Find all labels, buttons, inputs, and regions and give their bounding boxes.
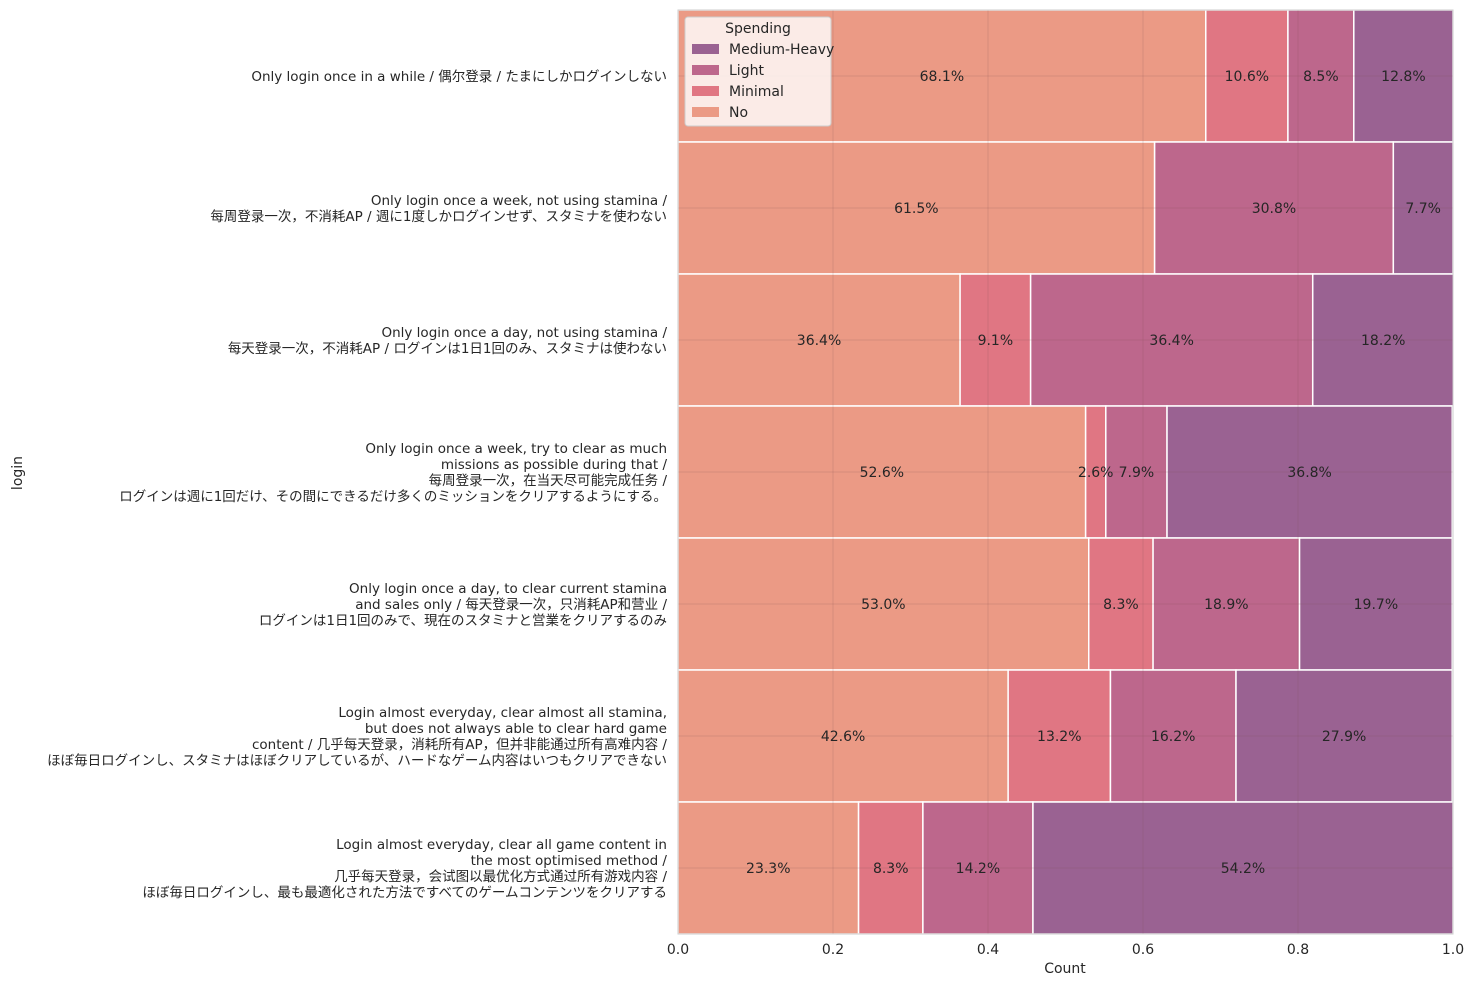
bar-segment [677, 669, 1009, 803]
legend-entry: Minimal [729, 84, 784, 100]
y-tick-label: ログインは週に1回だけ、その間にできるだけ多くのミッションをクリアするようにする… [119, 488, 667, 505]
y-tick-label: ほぼ毎日ログインし、スタミナはほぼクリアしているが、ハードなゲーム内容はいつもク… [47, 752, 667, 769]
bar-value-label: 19.7% [1354, 597, 1398, 613]
y-tick-label: Only login once a week, try to clear as … [365, 441, 667, 457]
bar-segment [677, 537, 1090, 671]
bar-segment [677, 141, 1156, 275]
bar-segment [1109, 669, 1237, 803]
bar-value-label: 8.3% [1103, 597, 1139, 613]
legend: Spending Medium-Heavy Light Minimal No [684, 16, 834, 127]
y-tick-label: Only login once in a while / 偶尔登录 / たまにし… [251, 69, 667, 85]
bar-segment [1088, 537, 1154, 671]
bar-value-label: 13.2% [1037, 729, 1081, 745]
x-axis: 0.0 0.2 0.4 0.6 0.8 1.0 [667, 942, 1464, 958]
y-axis-label: login [10, 456, 26, 490]
bar-value-label: 7.7% [1405, 201, 1441, 217]
y-tick-label: Only login once a week, not using stamin… [371, 193, 668, 209]
bar-value-label: 30.8% [1252, 201, 1296, 217]
bar-segment [677, 801, 860, 935]
y-tick-label: the most optimised method / [471, 853, 668, 869]
legend-swatch [692, 44, 719, 54]
y-tick-label: but does not always able to clear hard g… [365, 721, 667, 737]
bar-labels-layer: 68.1% 10.6% 8.5% 12.8% 61.5% 30.8% 7.7% 36.4% 9.… [746, 69, 1441, 877]
x-tick-label: 0.4 [977, 942, 999, 958]
bar-value-label: 18.2% [1361, 333, 1405, 349]
x-tick-label: 0.8 [1287, 942, 1309, 958]
x-tick-label: 0.2 [822, 942, 844, 958]
bar-value-label: 36.8% [1287, 465, 1331, 481]
legend-title: Spending [725, 21, 791, 37]
y-tick-label: ほぼ毎日ログインし、最も最適化された方法ですべてのゲームコンテンツをクリアする [142, 884, 667, 901]
bar-segment [677, 405, 1087, 539]
bar-value-label: 68.1% [920, 69, 964, 85]
legend-entry: Light [729, 63, 764, 79]
bar-value-label: 61.5% [894, 201, 938, 217]
bar-value-label: 54.2% [1221, 861, 1265, 877]
y-tick-label: 每周登录一次，不消耗AP / 週に1度しかログインせず、スタミナを使わない [210, 208, 667, 225]
y-tick-label: missions as possible during that / [441, 457, 668, 473]
bar-segment [1205, 9, 1289, 143]
legend-swatch [692, 65, 719, 75]
bar-segment [677, 273, 961, 407]
bar-value-label: 7.9% [1119, 465, 1155, 481]
bar-segment [1235, 669, 1453, 803]
x-tick-label: 1.0 [1442, 942, 1464, 958]
y-tick-label: Only login once a day, to clear current … [349, 581, 667, 597]
x-tick-label: 0.0 [667, 942, 689, 958]
legend-entry: Medium-Heavy [729, 42, 834, 58]
y-tick-label: ログインは1日1回のみで、現在のスタミナと営業をクリアするのみ [259, 613, 667, 629]
bar-segment [1153, 141, 1395, 275]
bar-value-label: 36.4% [1149, 333, 1193, 349]
bar-segment [1007, 669, 1112, 803]
x-tick-label: 0.6 [1132, 942, 1154, 958]
bar-segment [1029, 273, 1314, 407]
bar-segment [1353, 9, 1454, 143]
y-tick-label: Login almost everyday, clear all game co… [336, 837, 667, 853]
bar-value-label: 16.2% [1151, 729, 1195, 745]
legend-swatch [692, 107, 719, 117]
bar-segment [1105, 405, 1168, 539]
bar-segment [1032, 801, 1454, 935]
y-tick-label: Only login once a day, not using stamina… [381, 325, 667, 341]
y-tick-label: and sales only / 每天登录一次，只消耗AP和营业 / [355, 597, 667, 613]
bar-value-label: 27.9% [1322, 729, 1366, 745]
bar-value-label: 23.3% [746, 861, 790, 877]
bar-value-label: 8.3% [873, 861, 909, 877]
bar-segment [922, 801, 1034, 935]
bar-value-label: 2.6% [1078, 465, 1114, 481]
y-tick-label: 每天登录一次，不消耗AP / ログインは1日1回のみ、スタミナは使わない [228, 340, 667, 357]
bar-segment [1298, 537, 1453, 671]
y-tick-label: content / 几乎每天登录，消耗所有AP，但并非能通过所有高难内容 / [252, 736, 667, 753]
bars-layer [677, 9, 1455, 935]
bar-segment [1311, 273, 1455, 407]
bar-value-label: 42.6% [821, 729, 865, 745]
bar-segment [857, 801, 924, 935]
bar-value-label: 12.8% [1381, 69, 1425, 85]
plot-frame [677, 9, 1454, 935]
bar-segment [1166, 405, 1453, 539]
y-tick-label: 几乎每天登录，会试图以最优化方式通过所有游戏内容 / [334, 868, 667, 885]
bar-value-label: 14.2% [956, 861, 1000, 877]
grid-layer [677, 9, 1454, 935]
bar-segment [1152, 537, 1301, 671]
bar-value-label: 52.6% [860, 465, 904, 481]
bar-value-label: 9.1% [978, 333, 1014, 349]
y-tick-label: 每周登录一次，在当天尽可能完成任务 / [429, 473, 668, 489]
bar-value-label: 18.9% [1204, 597, 1248, 613]
bar-value-label: 8.5% [1303, 69, 1339, 85]
bar-value-label: 53.0% [861, 597, 905, 613]
y-tick-label: Login almost everyday, clear almost all … [338, 705, 667, 721]
y-category-labels: Only login once in a while / 偶尔登录 / たまにし… [47, 69, 667, 901]
legend-box [684, 16, 832, 127]
legend-swatch [692, 86, 719, 96]
x-axis-label: Count [1044, 961, 1086, 977]
bar-value-label: 36.4% [797, 333, 841, 349]
legend-entry: No [729, 105, 748, 121]
bar-value-label: 10.6% [1225, 69, 1269, 85]
